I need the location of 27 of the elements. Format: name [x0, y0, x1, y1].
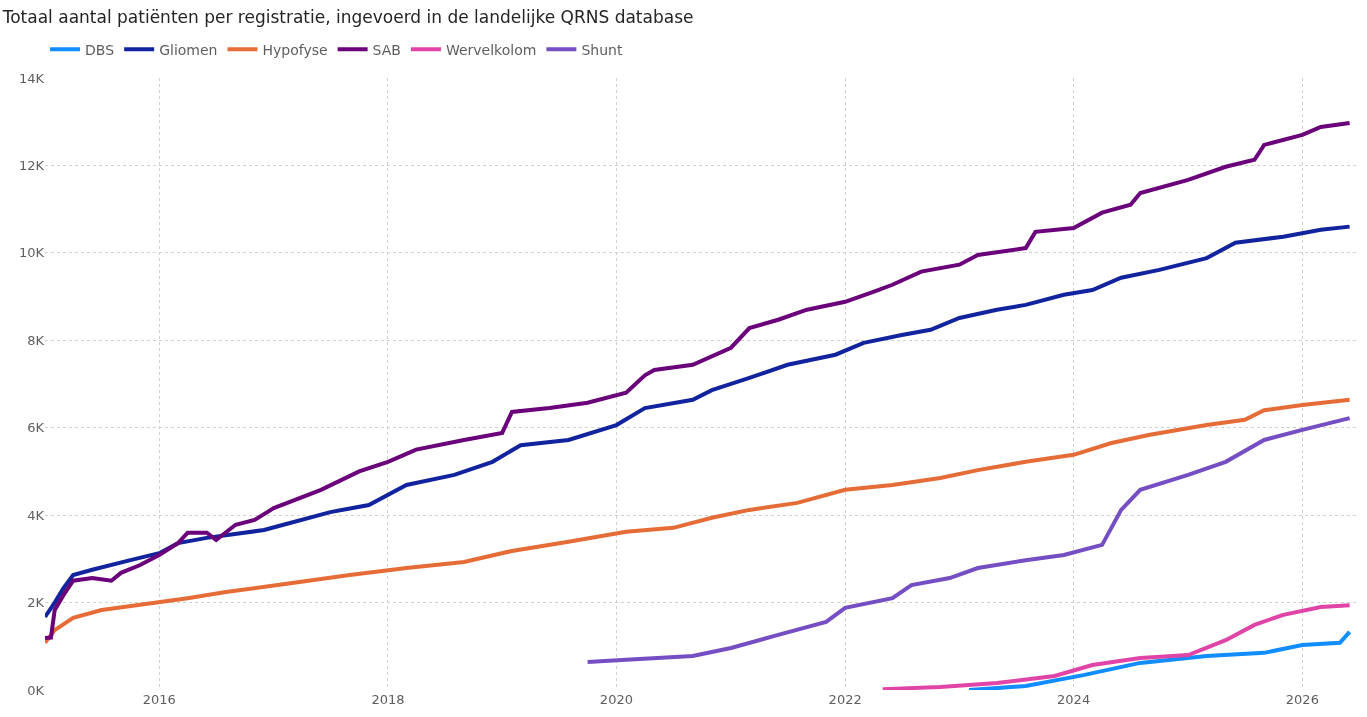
- y-tick-label: 4K: [27, 507, 45, 523]
- legend-label: Gliomen: [159, 41, 218, 58]
- y-tick-label: 6K: [27, 420, 45, 436]
- x-tick-label: 2016: [142, 692, 176, 707]
- line-series: [45, 121, 1352, 640]
- line-series: [880, 603, 1352, 690]
- y-tick-label: 12K: [18, 157, 45, 173]
- y-tick-label: 10K: [18, 245, 45, 261]
- x-tick-label: 2018: [371, 692, 405, 707]
- y-tick-label: 8K: [27, 332, 45, 348]
- y-tick-label: 14K: [18, 70, 45, 86]
- line-series: [967, 629, 1352, 690]
- x-tick-label: 2020: [599, 692, 633, 707]
- x-tick-label: 2022: [828, 692, 862, 707]
- line-series: [45, 397, 1352, 645]
- legend-label: SAB: [372, 41, 401, 58]
- y-tick-label: 2K: [27, 595, 45, 611]
- legend-label: Hypofyse: [262, 41, 328, 58]
- legend-label: Wervelkolom: [445, 41, 537, 58]
- legend-label: DBS: [85, 41, 115, 58]
- line-series: [585, 416, 1352, 665]
- line-series: [45, 224, 1352, 619]
- y-tick-label: 0K: [27, 682, 45, 698]
- chart-title: Totaal aantal patiënten per registratie, ingevoerd in de landelijke QRNS database: [1, 6, 694, 27]
- x-tick-label: 2026: [1285, 692, 1319, 707]
- legend-label: Shunt: [581, 41, 623, 58]
- x-tick-label: 2024: [1057, 692, 1091, 707]
